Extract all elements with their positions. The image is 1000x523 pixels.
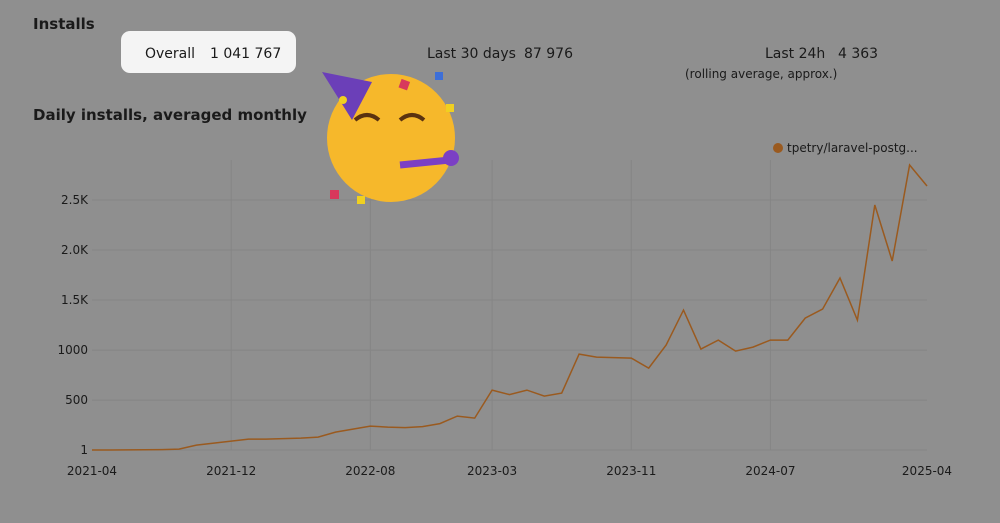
highlight-box xyxy=(121,31,296,73)
x-tick-label: 2021-12 xyxy=(206,464,256,478)
section-title: Installs xyxy=(33,15,95,33)
x-tick-label: 2021-04 xyxy=(67,464,117,478)
x-tick-label: 2024-07 xyxy=(745,464,795,478)
stat-note: (rolling average, approx.) xyxy=(685,67,837,81)
stat-label: Overall xyxy=(145,46,195,62)
y-tick-label: 2.5K xyxy=(61,193,89,207)
x-tick-label: 2023-11 xyxy=(606,464,656,478)
y-tick-label: 1000 xyxy=(57,343,88,357)
stat-label: Last 24h xyxy=(765,46,825,62)
y-tick-label: 1 xyxy=(80,443,88,457)
emoji xyxy=(322,72,459,204)
line xyxy=(92,163,928,451)
y-tick-label: 2.0K xyxy=(61,243,89,257)
stat-value: 4 363 xyxy=(838,46,878,62)
legend-marker xyxy=(773,143,783,153)
plot: 1 500 1000 1.5K 2.0K 2.5K 2021-04 2021-12 2022-0… xyxy=(57,141,952,478)
y-tick-label: 500 xyxy=(65,393,88,407)
stat-value: 87 976 xyxy=(524,46,573,62)
chart-title: Daily installs, averaged monthly xyxy=(33,106,307,124)
legend-label: tpetry/laravel-postg... xyxy=(787,141,918,155)
y-tick-label: 1.5K xyxy=(61,293,89,307)
stat-label: Last 30 days xyxy=(427,46,516,62)
x-tick-label: 2023-03 xyxy=(467,464,517,478)
stat-value: 1 041 767 xyxy=(210,46,281,62)
x-tick-label: 2025-04 xyxy=(902,464,952,478)
x-tick-label: 2022-08 xyxy=(345,464,395,478)
